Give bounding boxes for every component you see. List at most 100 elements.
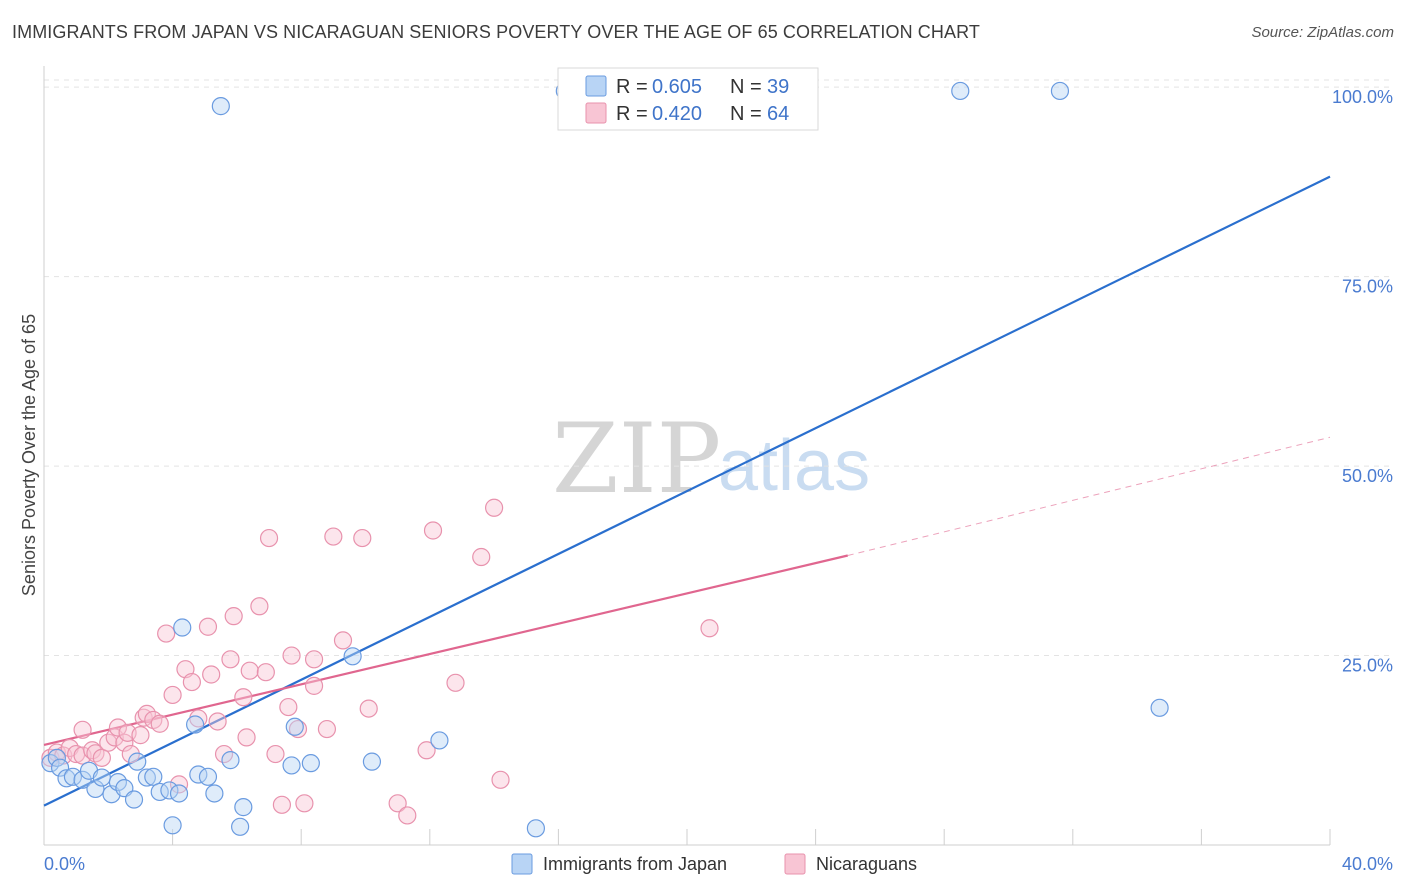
data-point-japan (128, 752, 147, 771)
data-point-japan (301, 754, 320, 773)
data-point-nicaraguans (491, 770, 510, 789)
data-point-nicaraguans (92, 748, 111, 767)
data-point-nicaraguans (398, 806, 417, 825)
data-point-nicaraguans (304, 650, 324, 669)
data-point-japan (343, 647, 362, 666)
data-point-japan (73, 770, 92, 789)
legend-n-value-japan: 39 (767, 76, 789, 98)
y-axis-label: Seniors Poverty Over the Age of 65 (19, 314, 39, 596)
data-point-japan (124, 790, 144, 809)
data-point-nicaraguans (182, 672, 201, 692)
y-tick-label: 100.0% (1332, 87, 1393, 107)
data-point-nicaraguans (131, 726, 150, 745)
data-point-nicaraguans (417, 741, 436, 760)
data-point-japan (234, 798, 253, 817)
data-point-nicaraguans (295, 794, 314, 813)
data-point-japan (211, 97, 230, 116)
legend-swatch-nicaraguans (585, 102, 607, 124)
data-point-japan (285, 717, 304, 736)
data-point-nicaraguans (250, 597, 269, 616)
data-point-nicaraguans (266, 744, 285, 764)
data-point-japan (282, 756, 301, 775)
legend-r-value-japan: 0.605 (652, 76, 702, 98)
data-point-nicaraguans (202, 665, 221, 684)
axes: 25.0% 50.0% 75.0% 100.0% (43, 66, 1393, 846)
watermark: ZIP atlas (552, 403, 870, 515)
data-point-nicaraguans (83, 741, 102, 760)
data-point-japan (1150, 698, 1169, 717)
data-point-nicaraguans (73, 720, 92, 739)
data-point-nicaraguans (115, 733, 134, 752)
source-credit: Source: ZipAtlas.com (1251, 24, 1394, 41)
bottom-legend-label-japan: Immigrants from Japan (543, 854, 727, 874)
data-point-nicaraguans (423, 521, 443, 540)
data-point-nicaraguans (208, 712, 227, 731)
legend-r-value-nicaraguans: 0.420 (652, 103, 702, 125)
legend-n-label-japan: N = (730, 76, 767, 98)
data-point-nicaraguans (279, 697, 298, 717)
data-point-japan (163, 816, 182, 835)
data-point-nicaraguans (163, 685, 182, 705)
legend-r-label-nicaraguans: R = (616, 103, 653, 125)
data-point-japan (362, 752, 382, 771)
grid (44, 79, 1394, 657)
data-point-japan (86, 779, 105, 799)
data-point-japan (169, 784, 189, 803)
data-point-japan (221, 751, 240, 770)
data-point-japan (144, 767, 163, 786)
data-point-japan (231, 817, 250, 836)
data-point-japan (137, 768, 156, 787)
data-point-japan (186, 715, 205, 734)
data-point-japan (1050, 81, 1070, 101)
data-point-japan (173, 618, 192, 637)
series-legend: Immigrants from Japan Nicaraguans (511, 853, 917, 875)
trendline-nicaraguans (43, 554, 849, 747)
y-tick-label: 25.0% (1342, 656, 1393, 676)
chart-title: IMMIGRANTS FROM JAPAN VS NICARAGUAN SENI… (12, 22, 980, 42)
data-point-nicaraguans (108, 718, 128, 737)
data-point-japan (198, 767, 218, 786)
data-point-japan (50, 758, 70, 777)
legend-n-value-nicaraguans: 64 (767, 103, 789, 125)
trendline-nicaraguans-extension (847, 436, 1331, 556)
data-point-japan (92, 768, 111, 787)
bottom-legend-swatch-nicaraguans (784, 853, 806, 875)
data-point-nicaraguans (282, 646, 301, 665)
trendline-japan (43, 175, 1331, 807)
data-point-japan (205, 784, 224, 803)
legend-swatch-japan (585, 75, 607, 97)
bottom-legend-swatch-japan (511, 853, 533, 875)
legend-row-japan: R = 0.605 N = 39 (616, 76, 789, 98)
data-point-nicaraguans (700, 619, 719, 638)
data-point-japan (951, 81, 970, 101)
x-tick-label-max: 40.0% (1342, 854, 1393, 874)
data-point-nicaraguans (324, 527, 343, 546)
legend-r-label-japan: R = (616, 76, 653, 98)
legend-n-label-nicaraguans: N = (730, 103, 767, 125)
trendlines (43, 175, 1331, 807)
data-point-nicaraguans (256, 663, 275, 682)
data-point-japan (57, 769, 76, 788)
data-points (41, 81, 1169, 838)
bottom-legend-label-nicaraguans: Nicaraguans (816, 854, 917, 874)
data-point-nicaraguans (198, 617, 218, 636)
data-point-nicaraguans (333, 631, 353, 650)
data-point-nicaraguans (224, 607, 243, 626)
y-tick-label: 50.0% (1342, 466, 1393, 486)
data-point-nicaraguans (359, 699, 378, 718)
data-point-nicaraguans (472, 547, 491, 567)
data-point-nicaraguans (221, 650, 240, 669)
x-tick-label-min: 0.0% (44, 854, 85, 874)
data-point-nicaraguans (237, 728, 256, 747)
data-point-nicaraguans (259, 528, 279, 548)
watermark-zip: ZIP (552, 403, 721, 515)
data-point-japan (526, 819, 545, 838)
data-point-nicaraguans (240, 661, 259, 680)
data-point-nicaraguans (288, 719, 308, 739)
correlation-legend: R = 0.605 N = 39 R = 0.420 N = 64 (557, 67, 819, 131)
data-point-japan (150, 782, 169, 802)
data-point-nicaraguans (353, 528, 372, 548)
data-point-nicaraguans (157, 624, 176, 643)
data-point-nicaraguans (121, 744, 140, 764)
